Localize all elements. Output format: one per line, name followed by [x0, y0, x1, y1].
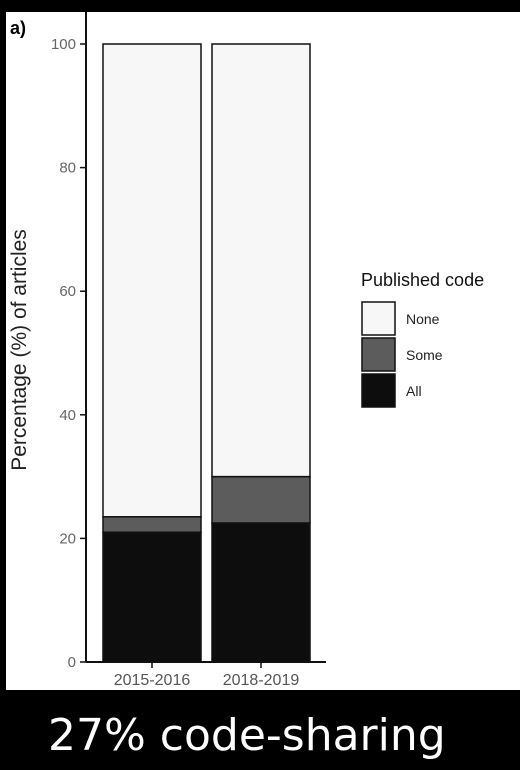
bar-all-2015-2016	[102, 531, 202, 663]
y-tick-label: 60	[59, 283, 76, 300]
bar-some-2015-2016	[102, 516, 202, 533]
y-tick-label: 0	[68, 654, 76, 671]
panel-label: a)	[10, 18, 26, 38]
bar-all-2018-2019	[211, 522, 311, 663]
x-tick-label: 2015-2016	[114, 672, 191, 689]
legend-label-none: None	[406, 311, 440, 327]
bar-some-2018-2019	[211, 475, 311, 524]
x-tick-label: 2018-2019	[223, 672, 300, 689]
legend-key-some	[361, 337, 396, 372]
y-axis-label: Percentage (%) of articles	[8, 229, 31, 471]
legend-label-all: All	[406, 383, 422, 399]
y-tick-label: 20	[59, 530, 76, 547]
legend-label-some: Some	[406, 347, 443, 363]
legend-key-none	[361, 301, 396, 336]
y-tick-label: 40	[59, 407, 76, 424]
legend-title: Published code	[361, 270, 484, 290]
plot-area: 0 20 40 60 80 100 2015-2016 2018-2019	[51, 12, 326, 689]
bar-none-2015-2016	[102, 43, 202, 518]
y-tick-label: 100	[51, 36, 76, 53]
chart-panel: a) Percentage (%) of articles 0 20 40 60 80 1…	[6, 12, 520, 690]
legend-key-all	[361, 373, 396, 408]
legend: Published code None Some All	[361, 270, 484, 408]
bar-none-2018-2019	[211, 43, 311, 478]
y-tick-label: 80	[59, 160, 76, 177]
caption-text: 27% code-sharing	[48, 710, 446, 761]
stacked-bar-chart: a) Percentage (%) of articles 0 20 40 60 80 1…	[8, 12, 484, 689]
